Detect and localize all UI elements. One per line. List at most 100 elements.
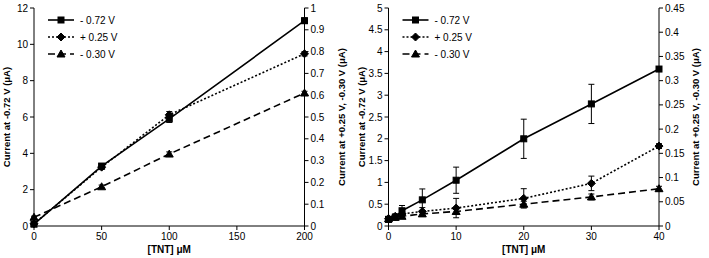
x-tick-label: 10 — [451, 231, 463, 242]
y2-tick-label: 0.1 — [665, 172, 679, 183]
y2-tick-label: 0 — [311, 221, 317, 232]
error-cap — [588, 190, 594, 191]
y2-tick-label: 1 — [311, 3, 317, 14]
series-line — [34, 93, 305, 217]
error-bar — [588, 176, 594, 191]
y2-tick-label: 0.7 — [311, 68, 325, 79]
legend-marker — [412, 50, 420, 57]
data-point — [98, 183, 106, 190]
series-line — [34, 21, 305, 224]
legend-marker — [57, 50, 65, 57]
data-point — [587, 179, 595, 187]
y-tick-label: 4 — [377, 46, 383, 57]
y-tick — [30, 80, 34, 81]
y-tick-label: 10 — [17, 39, 29, 50]
x-tick-label: 40 — [653, 231, 665, 242]
x-tick — [523, 226, 524, 230]
x-tick-label: 150 — [229, 231, 246, 242]
y2-tick-label: 0.9 — [311, 24, 325, 35]
y-tick — [385, 51, 389, 52]
y2-tick — [659, 80, 663, 81]
data-point — [452, 207, 460, 214]
y2-tick — [659, 32, 663, 33]
data-point — [520, 200, 528, 207]
y-tick — [30, 8, 34, 9]
error-cap — [453, 198, 459, 199]
y-tick-label: 12 — [17, 3, 29, 14]
y2-tick-label: 0.25 — [665, 99, 685, 110]
legend: - 0.72 V + 0.25 V - 0.30 V — [403, 15, 473, 60]
data-point — [165, 150, 173, 157]
y2-tick-label: 0.05 — [665, 196, 685, 207]
y2-tick-label: 0.3 — [311, 155, 325, 166]
x-tick — [591, 226, 592, 230]
legend-label: + 0.25 V — [435, 32, 473, 43]
x-tick — [236, 226, 237, 230]
y-tick — [385, 117, 389, 118]
data-point — [302, 18, 308, 24]
y-tick-label: 2 — [377, 133, 383, 144]
y-tick-label: 2 — [22, 184, 28, 195]
y-tick — [385, 138, 389, 139]
x-tick-label: 0 — [386, 231, 392, 242]
x-tick — [169, 226, 170, 230]
y-tick-label: 0 — [377, 221, 383, 232]
y-tick-label: 0 — [22, 221, 28, 232]
y2-tick-label: 0 — [665, 221, 671, 232]
x-axis-title: [TNT] μM — [502, 244, 545, 255]
y-tick-label: 0.5 — [369, 199, 383, 210]
y2-tick — [305, 204, 309, 205]
y-tick — [385, 226, 389, 227]
y2-tick — [659, 201, 663, 202]
data-point — [655, 185, 663, 192]
error-cap — [588, 123, 594, 124]
y2-tick-label: 0.8 — [311, 46, 325, 57]
y-tick-label: 6 — [22, 112, 28, 123]
error-cap — [419, 188, 425, 189]
error-bar — [453, 198, 459, 217]
y-tick — [385, 29, 389, 30]
y-tick-label: 1.5 — [369, 155, 383, 166]
data-point — [30, 213, 38, 220]
data-point — [98, 163, 106, 171]
y-tick — [385, 204, 389, 205]
legend-label: - 0.72 V — [435, 15, 470, 26]
y2-tick — [305, 182, 309, 183]
series-line — [389, 146, 660, 219]
error-cap — [453, 167, 459, 168]
error-bar — [521, 189, 527, 208]
y-axis-title: Current at -0.72 V (μA) — [356, 67, 367, 167]
y2-tick-label: 0.2 — [665, 124, 679, 135]
data-point — [587, 193, 595, 200]
y2-tick-label: 0.35 — [665, 51, 685, 62]
y2-tick-label: 0.4 — [311, 133, 325, 144]
error-cap — [521, 119, 527, 120]
y-tick-label: 1 — [377, 177, 383, 188]
error-bar — [166, 112, 172, 119]
error-cap — [588, 176, 594, 177]
x-tick — [659, 226, 660, 230]
y-tick — [30, 189, 34, 190]
y2-tick-label: 0.45 — [665, 3, 685, 14]
x-axis-title: [TNT] μM — [148, 244, 191, 255]
y2-tick-label: 0.1 — [311, 199, 325, 210]
data-point — [301, 89, 309, 96]
plot-area — [30, 18, 309, 228]
y-tick — [385, 95, 389, 96]
error-bar — [453, 167, 459, 193]
error-cap — [588, 84, 594, 85]
y-tick-label: 3 — [377, 90, 383, 101]
y-axis-title: Current at -0.72 V (μA) — [1, 67, 12, 167]
legend-marker — [413, 17, 419, 23]
figure: 05010015020002468101200.10.20.30.40.50.6… — [0, 0, 709, 258]
legend-label: - 0.30 V — [435, 49, 470, 60]
y2-tick — [305, 8, 309, 9]
y-tick-label: 4 — [22, 148, 28, 159]
legend-label: - 0.30 V — [80, 49, 115, 60]
y-tick — [30, 153, 34, 154]
y2-tick-label: 0.6 — [311, 90, 325, 101]
x-tick — [388, 226, 389, 230]
y2-axis-line — [659, 8, 660, 226]
data-point — [165, 111, 173, 119]
y2-tick-label: 0.3 — [665, 75, 679, 86]
